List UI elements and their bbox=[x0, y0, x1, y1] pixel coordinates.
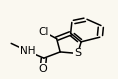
Text: O: O bbox=[38, 64, 47, 74]
Text: NH: NH bbox=[20, 46, 35, 56]
Text: Cl: Cl bbox=[39, 27, 49, 37]
Text: S: S bbox=[74, 49, 81, 58]
